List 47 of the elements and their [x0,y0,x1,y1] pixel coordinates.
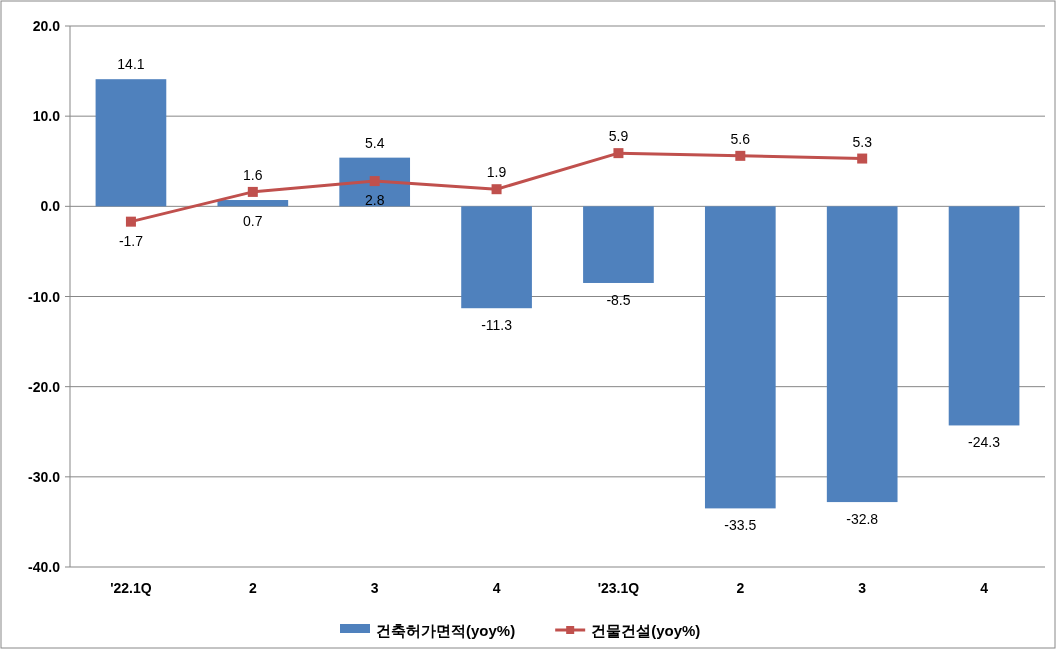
point [613,148,624,159]
y-tick-label: -10.0 [28,288,61,305]
point [857,153,868,164]
point [369,176,380,187]
data-label: 0.7 [243,213,263,230]
point [735,150,746,161]
data-label: 5.4 [364,134,385,151]
data-label: 5.6 [730,130,751,147]
bar [704,206,776,509]
x-tick-label: 3 [370,580,379,596]
bar [339,157,411,207]
data-label: -33.5 [724,517,757,534]
data-label: 1.6 [243,166,263,183]
legend-label: 건물건설(yoy%) [591,622,701,639]
data-label: 5.9 [608,128,629,145]
data-label: -1.7 [118,232,144,249]
x-tick-label: 4 [492,580,501,596]
bar [217,200,289,207]
data-label: -8.5 [606,291,631,308]
y-tick-label: 20.0 [32,18,61,34]
y-tick-label: 0.0 [40,198,61,215]
y-tick-label: -40.0 [28,559,61,575]
x-tick-label: '22.1Q [110,580,152,596]
x-tick-label: 4 [980,580,989,596]
bar [826,206,898,503]
x-tick-label: 2 [736,580,745,596]
point [247,186,258,197]
y-tick-label: -30.0 [28,468,61,485]
y-tick-label: -20.0 [28,378,61,395]
point [491,184,502,195]
x-tick-label: 3 [858,580,867,596]
y-tick-label: 10.0 [32,108,61,125]
data-label: 5.3 [852,133,873,150]
bar [95,79,167,207]
legend-label: 건축허가면적(yoy%) [376,622,516,639]
data-label: 2.8 [364,192,385,209]
point [125,216,136,227]
data-label: 14.1 [117,56,145,73]
x-tick-label: 2 [248,580,257,596]
data-label: -11.3 [481,317,513,334]
bar [948,206,1020,426]
bar [583,206,654,283]
bar [461,206,532,309]
data-label: -24.3 [968,434,1001,451]
data-label: 1.9 [486,164,507,181]
x-tick-label: '23.1Q [597,580,640,596]
data-label: -32.8 [846,511,879,528]
